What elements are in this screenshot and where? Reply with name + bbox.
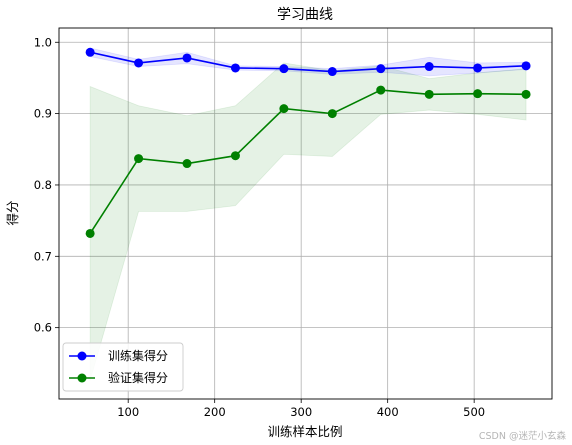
plot-frame bbox=[58, 27, 553, 400]
y-tick-label: 0.6 bbox=[34, 321, 52, 335]
axis-ticks: 100 200 300 400 500 0.6 0.7 0.8 0.9 1.0 bbox=[34, 35, 485, 419]
train-score-point bbox=[85, 47, 95, 57]
val-score-point bbox=[230, 151, 240, 161]
val-score-point bbox=[424, 89, 434, 99]
y-tick-label: 0.8 bbox=[34, 178, 52, 192]
val-score-point bbox=[85, 228, 95, 238]
series-lines bbox=[89, 51, 527, 234]
val-score-point bbox=[279, 104, 289, 114]
train-score-point bbox=[521, 61, 531, 71]
series-markers bbox=[85, 47, 531, 238]
y-tick-label: 0.7 bbox=[34, 249, 52, 263]
train-score-point bbox=[424, 62, 434, 72]
train-score-point bbox=[134, 58, 144, 68]
y-tick-label: 0.9 bbox=[34, 107, 52, 121]
y-axis-label: 得分 bbox=[5, 200, 20, 225]
legend-val-marker bbox=[77, 373, 87, 383]
train-score-point bbox=[473, 63, 483, 73]
train-score-point bbox=[182, 53, 192, 63]
train-score-point bbox=[376, 64, 386, 74]
val-score-line bbox=[89, 89, 527, 234]
x-tick-label: 100 bbox=[117, 405, 139, 419]
x-axis-label: 训练样本比例 bbox=[267, 424, 342, 439]
watermark: CSDN @迷茫小玄森 bbox=[479, 430, 567, 442]
val-score-point bbox=[134, 154, 144, 164]
y-tick-label: 1.0 bbox=[34, 35, 52, 49]
x-tick-label: 500 bbox=[463, 405, 485, 419]
train-score-point bbox=[230, 63, 240, 73]
val-score-band bbox=[89, 62, 527, 381]
x-tick-label: 400 bbox=[377, 405, 399, 419]
val-score-point bbox=[521, 89, 531, 99]
x-tick-label: 300 bbox=[290, 405, 312, 419]
train-score-line bbox=[89, 51, 527, 73]
train-score-point bbox=[327, 67, 337, 77]
legend-val-label: 验证集得分 bbox=[108, 370, 168, 385]
x-tick-label: 200 bbox=[204, 405, 226, 419]
val-score-point bbox=[473, 89, 483, 99]
train-score-point bbox=[279, 64, 289, 74]
legend-train-marker bbox=[77, 351, 87, 361]
legend-train-label: 训练集得分 bbox=[108, 348, 168, 363]
legend-box bbox=[62, 342, 184, 392]
legend: 训练集得分 验证集得分 bbox=[62, 342, 184, 392]
val-score-point bbox=[327, 109, 337, 119]
val-score-point bbox=[182, 159, 192, 169]
grid-layer bbox=[59, 28, 552, 399]
val-score-point bbox=[376, 85, 386, 95]
chart-title: 学习曲线 bbox=[277, 7, 333, 23]
